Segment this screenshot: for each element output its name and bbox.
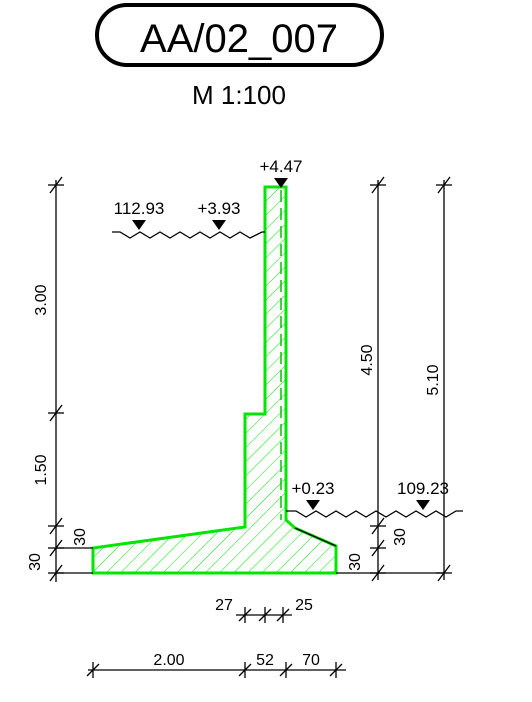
- dim-stem-left: 27: [215, 597, 233, 614]
- level-top-of-wall: +4.47: [259, 157, 302, 176]
- stem-dimension-ticks: [238, 607, 290, 623]
- dim-middle: 1.50: [33, 454, 50, 485]
- dim-left-30-a: 30: [72, 528, 89, 546]
- title-frame: [95, 3, 384, 67]
- dim-right-30-b: 30: [347, 553, 364, 571]
- drawing-scale: M 1:100: [192, 80, 286, 110]
- level-lower-abs: 109.23: [397, 479, 449, 498]
- toe-slope-line: [294, 527, 337, 547]
- upper-ground-line: [112, 231, 265, 239]
- level-upper-abs: 112.93: [114, 199, 165, 218]
- level-lower-rel: +0.23: [291, 479, 334, 498]
- level-upper-rel: +3.93: [197, 199, 240, 218]
- dim-toe: 70: [302, 652, 320, 669]
- wall-section: [91, 185, 338, 575]
- dim-height-a: 4.50: [359, 344, 376, 375]
- level-marker-lower-rel: [306, 500, 320, 510]
- level-marker-upper-abs: [132, 220, 146, 230]
- dim-stem: 52: [256, 652, 274, 669]
- dim-right-30-a: 30: [392, 528, 409, 546]
- lower-ground-line: [286, 510, 463, 518]
- dim-left-30-b: 30: [27, 553, 44, 571]
- level-marker-top: [274, 178, 288, 188]
- base-dimension-ticks: [86, 662, 343, 678]
- dim-stem-right: 25: [295, 597, 313, 614]
- drawing-title: AA/02_007: [140, 17, 338, 61]
- dim-upper: 3.00: [33, 284, 50, 315]
- dim-height-b: 5.10: [425, 364, 442, 395]
- level-marker-lower-abs: [416, 500, 430, 510]
- dim-heel: 2.00: [153, 652, 184, 669]
- level-marker-upper-rel: [212, 220, 226, 230]
